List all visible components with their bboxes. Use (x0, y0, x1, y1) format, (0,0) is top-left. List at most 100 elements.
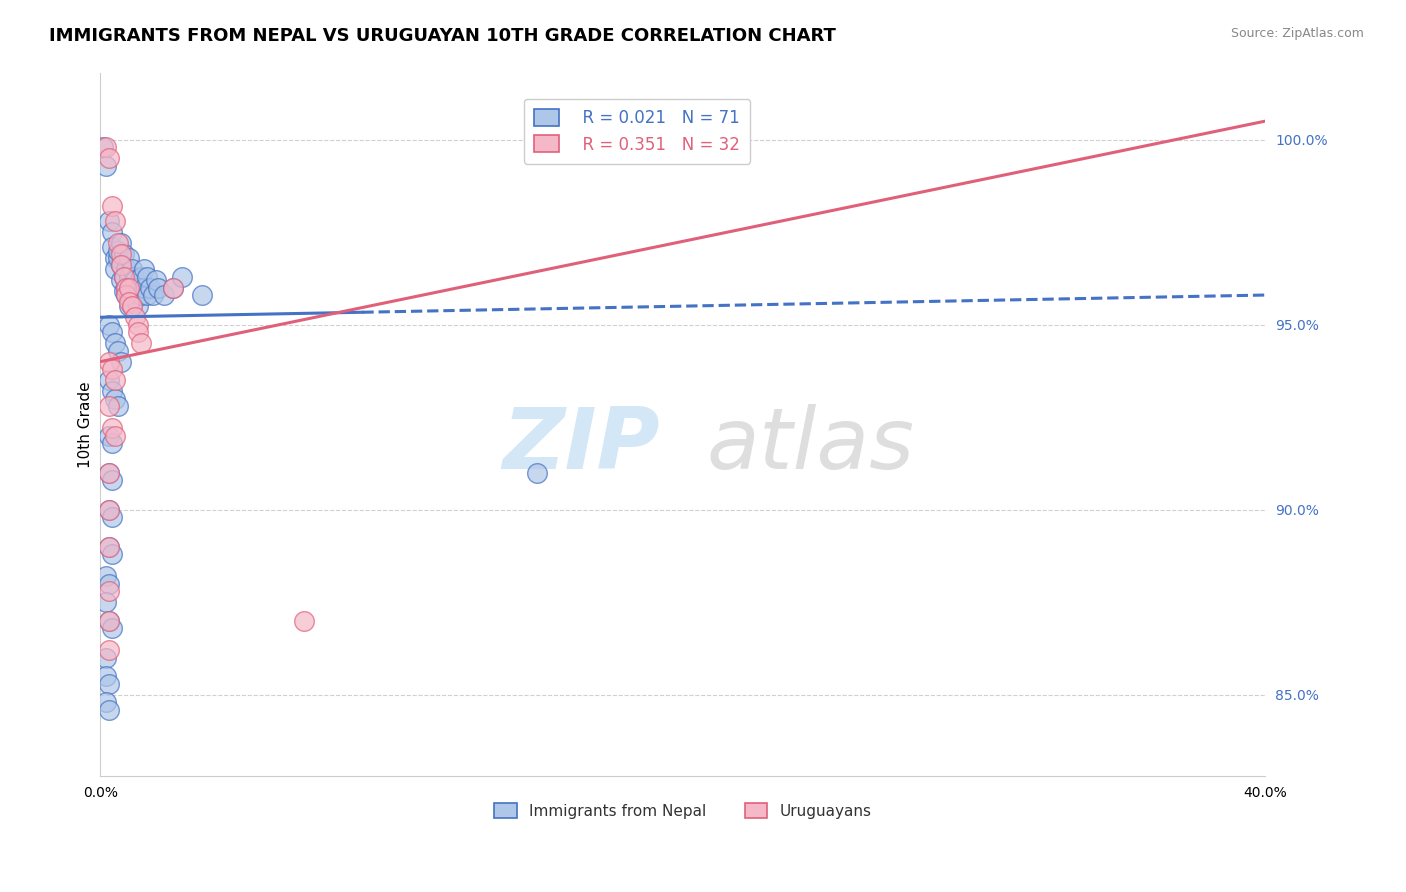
Point (112, 269, 135, 284)
Point (115, 280, 138, 294)
Point (101, 421, 124, 435)
Point (101, 621, 124, 635)
Point (127, 318, 149, 332)
Point (110, 259, 132, 273)
Point (132, 280, 155, 294)
Point (121, 280, 143, 294)
Point (97, 373, 120, 387)
Point (97, 576, 120, 591)
Point (97, 354, 120, 368)
Point (97, 614, 120, 628)
Point (97, 428, 120, 442)
Point (94, 569, 117, 583)
Point (101, 225, 124, 239)
Text: IMMIGRANTS FROM NEPAL VS URUGUAYAN 10TH GRADE CORRELATION CHART: IMMIGRANTS FROM NEPAL VS URUGUAYAN 10TH … (49, 27, 837, 45)
Point (97, 151, 120, 165)
Point (118, 280, 141, 294)
Point (127, 299, 149, 313)
Point (94, 669, 117, 683)
Point (115, 280, 138, 294)
Point (104, 373, 127, 387)
Point (101, 436, 124, 450)
Point (191, 288, 214, 302)
Point (118, 251, 141, 265)
Point (104, 262, 127, 277)
Point (101, 473, 124, 487)
Point (118, 269, 141, 284)
Point (138, 280, 160, 294)
Point (135, 269, 157, 284)
Point (101, 199, 124, 213)
Point (115, 288, 138, 302)
Point (94, 650, 117, 665)
Point (110, 247, 132, 261)
Point (110, 259, 132, 273)
Point (112, 247, 135, 261)
Point (170, 269, 193, 284)
Point (97, 502, 120, 516)
Point (118, 299, 141, 313)
Point (153, 288, 176, 302)
Point (107, 343, 129, 358)
Point (97, 540, 120, 554)
Point (97, 540, 120, 554)
Point (104, 214, 127, 228)
Point (145, 273, 167, 287)
Point (124, 310, 146, 325)
Point (127, 325, 149, 339)
Point (97, 643, 120, 657)
Point (101, 384, 124, 399)
Point (110, 273, 132, 287)
Point (112, 269, 135, 284)
Point (115, 288, 138, 302)
Point (107, 251, 129, 265)
Point (91, 140, 114, 154)
Point (104, 336, 127, 351)
Legend: Immigrants from Nepal, Uruguayans: Immigrants from Nepal, Uruguayans (488, 797, 877, 825)
Point (129, 269, 152, 284)
Point (121, 299, 143, 313)
Text: atlas: atlas (706, 404, 914, 487)
Point (112, 285, 135, 299)
Point (107, 244, 129, 258)
Point (104, 251, 127, 265)
Point (101, 362, 124, 376)
Point (107, 399, 129, 413)
Text: ZIP: ZIP (502, 404, 659, 487)
Y-axis label: 10th Grade: 10th Grade (79, 381, 93, 468)
Point (162, 280, 184, 294)
Point (97, 318, 120, 332)
Point (118, 288, 141, 302)
Point (124, 292, 146, 306)
Point (101, 240, 124, 254)
Point (97, 466, 120, 480)
Point (101, 547, 124, 561)
Point (292, 614, 315, 628)
Point (104, 392, 127, 406)
Point (110, 236, 132, 251)
Point (124, 273, 146, 287)
Point (97, 466, 120, 480)
Point (142, 288, 165, 302)
Point (148, 280, 170, 294)
Point (107, 236, 129, 251)
Point (97, 399, 120, 413)
Point (94, 159, 117, 173)
Point (132, 262, 155, 277)
Point (97, 214, 120, 228)
Point (115, 262, 138, 277)
Point (94, 140, 117, 154)
Point (97, 676, 120, 690)
Point (101, 325, 124, 339)
Point (672, 140, 695, 154)
Point (101, 510, 124, 524)
Point (129, 288, 152, 302)
Point (526, 466, 548, 480)
Point (97, 614, 120, 628)
Point (118, 295, 141, 310)
Point (97, 702, 120, 716)
Point (97, 584, 120, 599)
Point (121, 262, 143, 277)
Point (94, 595, 117, 609)
Point (110, 354, 132, 368)
